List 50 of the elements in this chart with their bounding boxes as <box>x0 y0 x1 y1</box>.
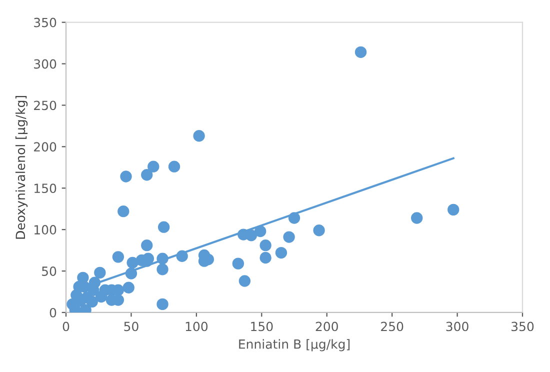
point <box>94 266 106 279</box>
x-tick-label: 150 <box>251 322 273 332</box>
point <box>232 258 244 270</box>
point <box>148 160 160 172</box>
point <box>126 256 138 269</box>
point <box>238 275 251 287</box>
y-tick-label: 250 <box>34 100 56 110</box>
point <box>254 225 266 238</box>
y-tick-label: 100 <box>34 225 56 235</box>
point <box>156 264 168 276</box>
y-tick-label: 50 <box>42 266 56 276</box>
point <box>260 252 272 264</box>
point <box>120 170 132 182</box>
point <box>122 282 134 294</box>
x-axis-title: Enniatin B [µg/kg] <box>239 339 350 352</box>
point <box>95 290 108 303</box>
point <box>168 160 180 172</box>
x-tick-label: 300 <box>446 322 468 332</box>
point <box>118 205 130 218</box>
y-tick-label: 350 <box>34 18 56 28</box>
y-tick-label: 0 <box>50 308 56 318</box>
x-tick-label: 0 <box>62 322 70 332</box>
x-tick-label: 50 <box>124 322 138 332</box>
x-tick-label: 200 <box>316 322 338 332</box>
point <box>313 224 325 236</box>
point <box>112 251 124 263</box>
point <box>156 298 168 310</box>
y-axis-title: Deoxynivalenol [µg/kg] <box>15 96 28 239</box>
point <box>125 268 138 280</box>
point <box>193 130 205 142</box>
x-tick-label: 100 <box>186 322 208 332</box>
point <box>141 239 153 252</box>
point <box>176 250 188 262</box>
point <box>283 231 295 243</box>
point <box>141 169 153 181</box>
point <box>86 296 98 308</box>
point <box>275 246 288 259</box>
y-tick-label: 300 <box>34 59 56 69</box>
x-tick-label: 250 <box>381 322 404 332</box>
point <box>158 221 170 233</box>
point <box>288 212 300 224</box>
y-tick-label: 200 <box>34 142 56 152</box>
point <box>354 46 367 58</box>
y-tick-label: 150 <box>34 184 56 194</box>
point <box>260 239 272 252</box>
point <box>156 252 168 264</box>
point <box>448 204 460 216</box>
point <box>411 212 423 224</box>
x-tick-label: 350 <box>512 322 534 332</box>
point <box>245 230 258 242</box>
